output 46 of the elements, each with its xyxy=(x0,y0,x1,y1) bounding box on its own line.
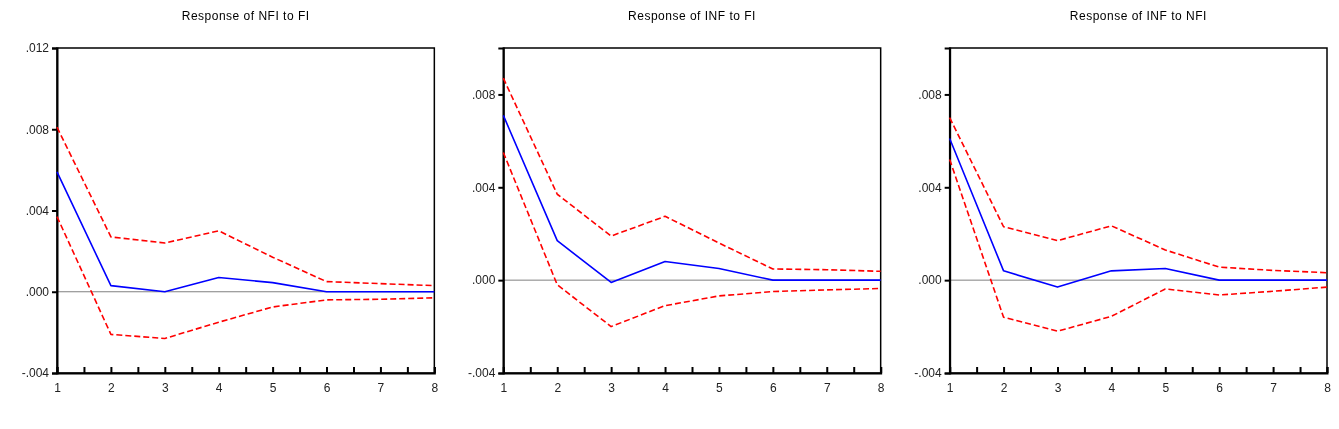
y-tick-label: .008 xyxy=(471,87,496,102)
y-tick-label: .000 xyxy=(918,273,942,288)
x-tick-label: 6 xyxy=(323,380,331,395)
x-tick-label: 2 xyxy=(108,380,116,395)
x-tick-label: 6 xyxy=(1216,380,1224,395)
y-tick-label: .000 xyxy=(25,285,50,300)
x-tick-label: 1 xyxy=(54,380,62,395)
x-tick-label: 3 xyxy=(161,380,169,395)
x-tick-label: 3 xyxy=(1054,380,1062,395)
y-tick-label: .004 xyxy=(471,180,496,195)
x-tick-label: 7 xyxy=(823,380,831,395)
x-tick-label: 1 xyxy=(946,380,954,395)
y-tick-label: .008 xyxy=(25,122,50,137)
x-tick-label: 6 xyxy=(770,380,778,395)
x-tick-label: 4 xyxy=(215,380,223,395)
line-series xyxy=(502,114,882,284)
x-tick-label: 8 xyxy=(1324,380,1332,395)
x-tick-label: 5 xyxy=(1162,380,1170,395)
y-tick-label: -.004 xyxy=(21,366,50,381)
x-tick-label: 8 xyxy=(431,380,439,395)
x-tick-label: 4 xyxy=(1108,380,1116,395)
y-tick-label: .008 xyxy=(918,87,942,102)
chart-title: Response of INF to FI xyxy=(628,9,756,23)
y-tick-label: .004 xyxy=(918,180,942,195)
x-tick-label: 1 xyxy=(500,380,508,395)
y-tick-label: -.004 xyxy=(914,366,942,381)
line-series xyxy=(948,158,1328,333)
x-tick-label: 2 xyxy=(554,380,562,395)
chart-title: Response of NFI to FI xyxy=(181,9,310,23)
line-series xyxy=(502,77,882,273)
x-tick-label: 3 xyxy=(608,380,616,395)
x-tick-label: 2 xyxy=(1000,380,1008,395)
line-series xyxy=(56,171,436,293)
line-series xyxy=(948,116,1328,274)
y-tick-label: -.004 xyxy=(467,366,496,381)
y-tick-label: .012 xyxy=(25,41,50,56)
x-tick-label: 8 xyxy=(877,380,885,395)
x-tick-label: 5 xyxy=(269,380,277,395)
x-tick-label: 4 xyxy=(662,380,670,395)
x-tick-label: 5 xyxy=(716,380,724,395)
line-series xyxy=(948,137,1328,288)
chart-title: Response of INF to NFI xyxy=(1069,9,1207,23)
y-tick-label: .000 xyxy=(471,273,496,288)
x-tick-label: 7 xyxy=(1270,380,1278,395)
y-tick-label: .004 xyxy=(25,203,50,218)
x-tick-label: 7 xyxy=(377,380,385,395)
